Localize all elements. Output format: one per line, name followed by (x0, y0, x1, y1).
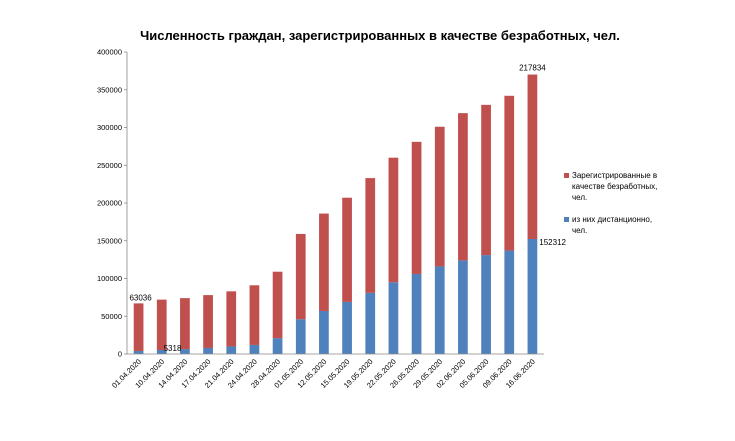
legend-label: чел. (572, 226, 587, 235)
bar-segment-registered (527, 74, 538, 240)
bar-segment-registered (156, 299, 167, 350)
legend-label: качестве безработных, (572, 182, 657, 191)
bar-segment-remote (411, 273, 422, 354)
y-tick-label: 250000 (97, 161, 122, 170)
data-label: 5318 (164, 344, 182, 353)
y-tick-label: 150000 (97, 236, 122, 245)
bar-segment-remote (504, 250, 515, 354)
bar-segment-remote (434, 266, 445, 354)
bar-segment-registered (434, 126, 445, 267)
y-axis: 0 50000 100000 150000 200000 250000 300000 3500… (97, 48, 128, 359)
bar-segment-remote (133, 350, 144, 354)
bar-segment-registered (249, 285, 260, 345)
bar-segment-registered (504, 95, 515, 251)
chart-title: Численность граждан, зарегистрированных … (140, 28, 620, 43)
bar-segment-registered (203, 295, 213, 348)
legend-label: чел. (572, 193, 587, 202)
bar-segment-remote (458, 260, 468, 354)
bar-segment-remote (342, 301, 352, 354)
bar-segment-registered (319, 213, 329, 311)
bar-segment-registered (180, 298, 190, 350)
bar-segment-remote (203, 347, 213, 354)
y-tick-label: 100000 (97, 274, 122, 283)
y-tick-label: 300000 (97, 123, 122, 132)
bar-segment-remote (156, 349, 167, 354)
y-tick-label: 400000 (97, 48, 122, 57)
bar-segment-registered (295, 233, 306, 320)
bar-segment-remote (249, 344, 260, 354)
legend-label: Зарегистрированные в (572, 171, 657, 180)
bar-segment-registered (458, 113, 468, 261)
bar-segment-remote (527, 239, 538, 354)
bar-segment-registered (388, 157, 399, 283)
legend: Зарегистрированные в качестве безработных… (564, 171, 657, 235)
bar-segment-remote (365, 292, 376, 354)
legend-label: из них дистанционно, (572, 215, 652, 224)
data-label: 63036 (129, 293, 152, 302)
data-labels: 63036 5318 217834 152312 (129, 64, 566, 353)
bar-segment-registered (272, 271, 283, 339)
bar-segment-remote (481, 255, 491, 354)
x-axis: 01.04.202010.04.202014.04.202017.04.2020… (110, 353, 544, 390)
data-label: 152312 (539, 238, 566, 247)
bar-segment-registered (226, 291, 237, 347)
bar-segment-registered (411, 141, 422, 274)
y-tick-label: 0 (118, 350, 122, 359)
bar-segment-registered (342, 197, 352, 302)
bar-segment-remote (226, 346, 237, 354)
bar-segment-remote (319, 310, 329, 354)
bars (133, 74, 538, 354)
y-tick-label: 200000 (97, 199, 122, 208)
bar-segment-remote (272, 338, 283, 354)
y-tick-label: 50000 (101, 312, 122, 321)
bar-segment-remote (180, 349, 190, 354)
legend-swatch (564, 217, 569, 222)
data-label: 217834 (519, 64, 546, 73)
bar-segment-registered (481, 104, 491, 256)
bar-segment-registered (365, 178, 376, 293)
bar-segment-remote (295, 319, 306, 354)
legend-swatch (564, 173, 569, 178)
y-tick-label: 350000 (97, 85, 122, 94)
bar-segment-registered (133, 303, 144, 351)
bar-segment-remote (388, 282, 399, 354)
